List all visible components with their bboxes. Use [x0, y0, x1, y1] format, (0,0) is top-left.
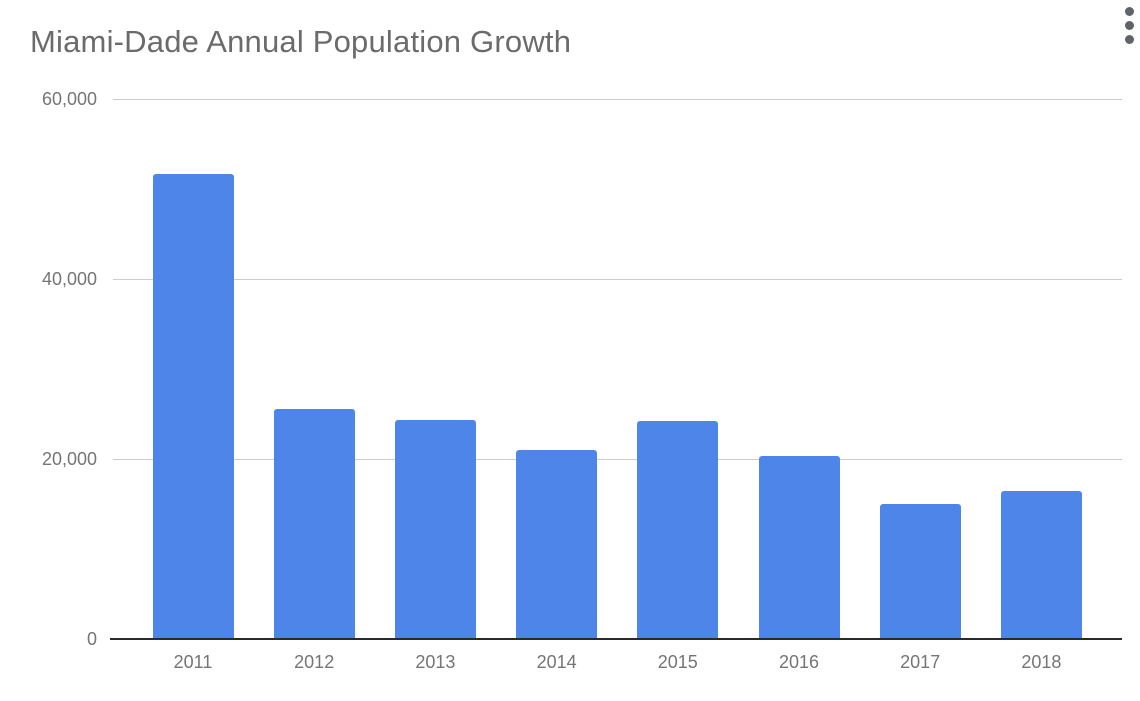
x-axis-label-2013: 2013: [415, 652, 456, 672]
gridline-20000: [113, 459, 1122, 460]
gridline-60000: [113, 99, 1122, 100]
kebab-dot: [1124, 35, 1134, 44]
kebab-menu-icon[interactable]: [1122, 6, 1136, 45]
y-axis-tick-label-20000: 20,000: [41, 449, 97, 469]
kebab-dot: [1124, 7, 1134, 16]
x-axis-line: [110, 638, 1122, 640]
bar-2013[interactable]: [394, 420, 476, 639]
bar-2018[interactable]: [1000, 490, 1082, 639]
x-axis-label-2016: 2016: [778, 652, 820, 672]
x-axis-label-2018: 2018: [1021, 652, 1062, 672]
y-axis-tick-label-0: 0: [86, 629, 97, 649]
kebab-dot: [1124, 21, 1134, 30]
x-axis-label-2011: 2011: [173, 652, 213, 672]
chart-title: Miami-Dade Annual Population Growth: [30, 24, 572, 59]
bar-2017[interactable]: [879, 504, 961, 639]
y-axis-tick-label-40000: 40,000: [41, 269, 97, 289]
bar-2011[interactable]: [152, 173, 234, 639]
x-axis-label-2012: 2012: [294, 652, 335, 672]
y-axis-tick-label-60000: 60,000: [41, 89, 97, 109]
x-axis-label-2014: 2014: [536, 652, 577, 672]
bar-2016[interactable]: [758, 456, 840, 639]
bar-2014[interactable]: [516, 450, 598, 639]
bar-2012[interactable]: [273, 408, 355, 639]
gridline-40000: [113, 279, 1122, 280]
bar-2015[interactable]: [637, 421, 719, 639]
x-axis-label-2015: 2015: [657, 652, 698, 672]
x-axis-label-2017: 2017: [900, 652, 941, 672]
